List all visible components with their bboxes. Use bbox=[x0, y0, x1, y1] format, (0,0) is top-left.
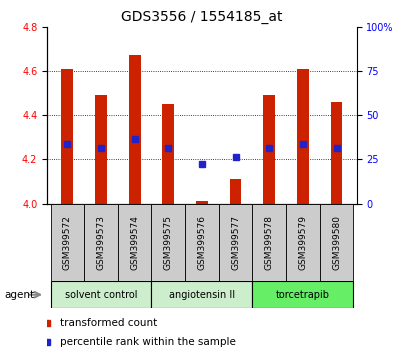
Bar bbox=[84, 204, 117, 281]
Text: angiotensin II: angiotensin II bbox=[169, 290, 234, 300]
Bar bbox=[162, 104, 174, 204]
Text: GSM399572: GSM399572 bbox=[63, 215, 72, 270]
Bar bbox=[285, 204, 319, 281]
Text: GSM399576: GSM399576 bbox=[197, 215, 206, 270]
Text: solvent control: solvent control bbox=[65, 290, 137, 300]
Bar bbox=[196, 201, 207, 204]
Bar bbox=[252, 281, 353, 308]
Text: percentile rank within the sample: percentile rank within the sample bbox=[59, 337, 235, 347]
Bar bbox=[151, 204, 184, 281]
Bar bbox=[252, 204, 285, 281]
Text: GSM399574: GSM399574 bbox=[130, 215, 139, 270]
Bar bbox=[184, 204, 218, 281]
Bar bbox=[319, 204, 353, 281]
Bar bbox=[263, 95, 274, 204]
Text: GSM399573: GSM399573 bbox=[96, 215, 105, 270]
Bar bbox=[151, 281, 252, 308]
Bar bbox=[50, 281, 151, 308]
Bar bbox=[128, 55, 140, 204]
Text: GSM399575: GSM399575 bbox=[163, 215, 172, 270]
Bar bbox=[330, 102, 342, 204]
Bar bbox=[61, 69, 73, 204]
Bar bbox=[117, 204, 151, 281]
Bar bbox=[50, 204, 84, 281]
Text: agent: agent bbox=[4, 290, 34, 300]
Text: GSM399580: GSM399580 bbox=[331, 215, 340, 270]
Text: transformed count: transformed count bbox=[59, 318, 156, 328]
Bar bbox=[95, 95, 107, 204]
Text: GSM399579: GSM399579 bbox=[298, 215, 307, 270]
Title: GDS3556 / 1554185_at: GDS3556 / 1554185_at bbox=[121, 10, 282, 24]
Bar bbox=[229, 179, 241, 204]
Bar bbox=[296, 69, 308, 204]
Text: torcetrapib: torcetrapib bbox=[275, 290, 329, 300]
Bar bbox=[218, 204, 252, 281]
Text: GSM399577: GSM399577 bbox=[231, 215, 240, 270]
Text: GSM399578: GSM399578 bbox=[264, 215, 273, 270]
